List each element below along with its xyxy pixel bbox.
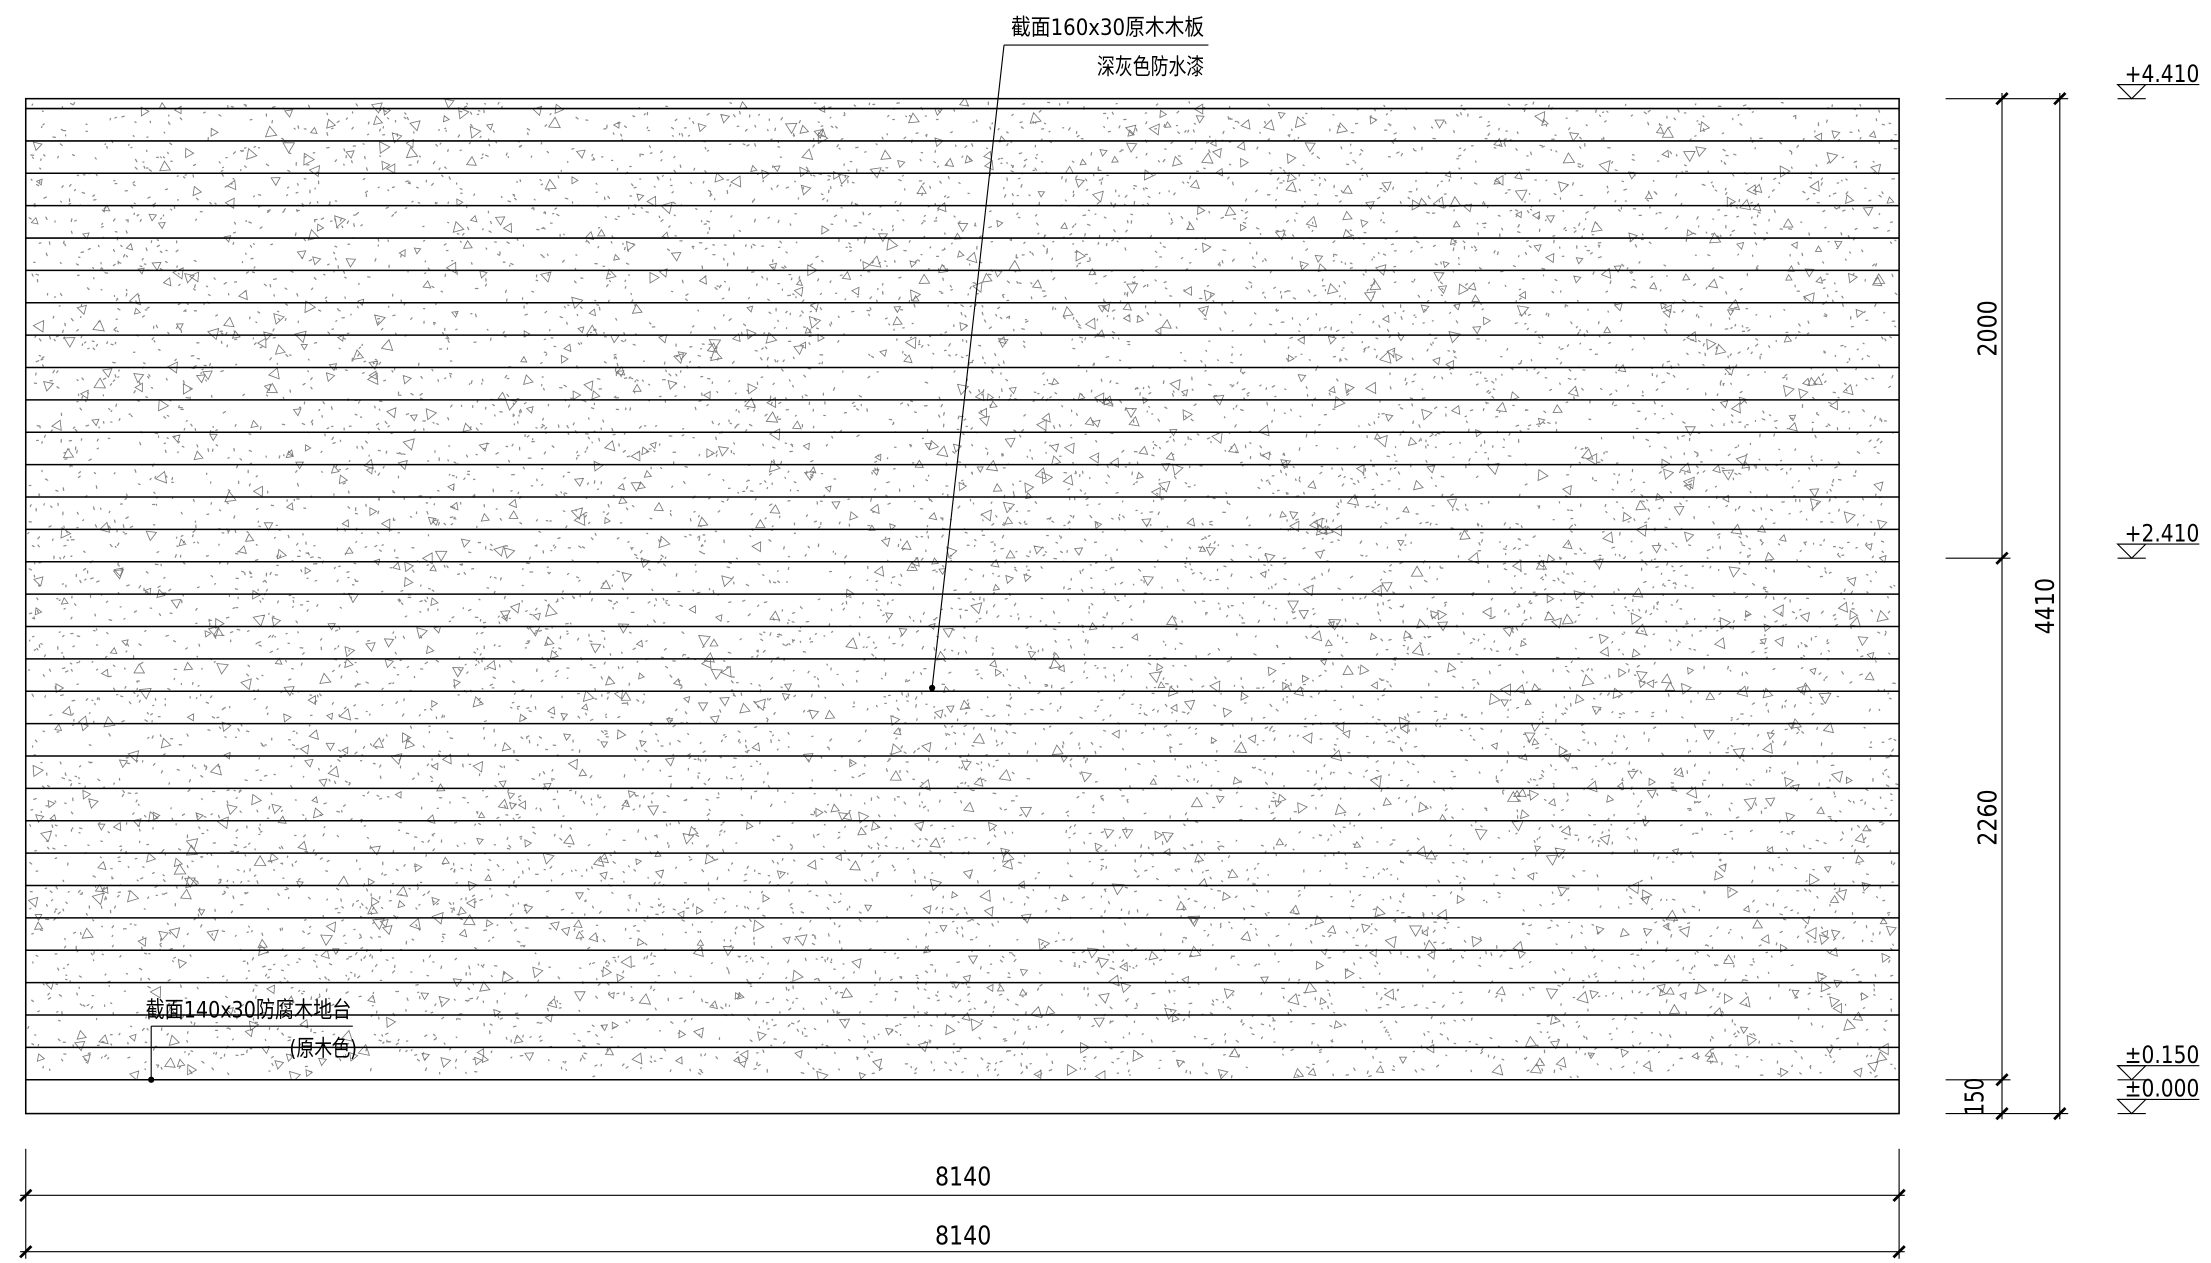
elevation-value: ±0.000 <box>2125 1075 2200 1103</box>
plank-joint-lines <box>25 107 1900 1049</box>
dimension-tick <box>1995 551 2009 565</box>
elevation-value: ±0.150 <box>2125 1041 2200 1069</box>
elevation-value: +4.410 <box>2125 60 2200 88</box>
top-note-line1: 截面160x30原木木板 <box>1011 15 1204 41</box>
vertical-dimensions: 2000 2260 150 4410 <box>1945 92 2069 1121</box>
wood-grain-speckles <box>27 101 1899 1079</box>
dimension-tick <box>1892 1245 1906 1259</box>
top-note-leader-line <box>931 45 1005 688</box>
top-note-leader-dot <box>929 684 936 691</box>
dimension-tick <box>2053 92 2067 106</box>
elevation-value: +2.410 <box>2125 519 2200 547</box>
elevation-mark-mid: +2.410 <box>2116 519 2200 559</box>
bottom-note-leader-dot <box>148 1076 155 1083</box>
width-dimension-1: 8140 <box>935 1161 991 1191</box>
elevation-mark-top: +4.410 <box>2116 60 2200 100</box>
dimension-tick <box>19 1245 33 1259</box>
dimension-tick <box>1995 1073 2009 1087</box>
horizontal-dimensions: 8140 8140 <box>19 1148 1906 1259</box>
elevation-triangle-icon <box>2116 1098 2148 1115</box>
wood-grain-triangles <box>27 98 1897 1080</box>
elevation-triangle-icon <box>2116 1065 2148 1081</box>
wood-grain-texture <box>27 98 1899 1080</box>
height-dimension-upper: 2000 <box>1972 300 2002 356</box>
elevation-triangle-icon <box>2116 543 2148 559</box>
dimension-tick <box>1995 1106 2009 1121</box>
bottom-note-line2: (原木色) <box>289 1036 357 1062</box>
dimension-tick <box>2053 1106 2067 1121</box>
top-material-note: 截面160x30原木木板 深灰色防水漆 <box>929 15 1209 691</box>
elevation-marks: +4.410 +2.410 ±0.150 ±0.000 <box>2116 60 2200 1115</box>
bottom-note-line1: 截面140x30防腐木地台 <box>146 998 352 1024</box>
width-dimension-2: 8140 <box>935 1221 991 1251</box>
height-dimension-base: 150 <box>1960 1078 1990 1116</box>
height-dimension-total: 4410 <box>2030 578 2060 634</box>
bottom-material-note: 截面140x30防腐木地台 (原木色) <box>146 998 357 1083</box>
elevation-mark-ground: ±0.000 <box>2116 1075 2200 1115</box>
wall-outline <box>24 97 1900 1115</box>
dimension-tick <box>19 1188 33 1202</box>
elevation-triangle-icon <box>2116 84 2148 100</box>
dimension-tick <box>1995 92 2009 106</box>
dimension-tick <box>1892 1188 1906 1202</box>
height-dimension-lower: 2260 <box>1972 789 2002 845</box>
elevation-mark-deck: ±0.150 <box>2116 1041 2200 1081</box>
top-note-line2: 深灰色防水漆 <box>1097 55 1204 81</box>
wall-elevation <box>24 97 1900 1115</box>
